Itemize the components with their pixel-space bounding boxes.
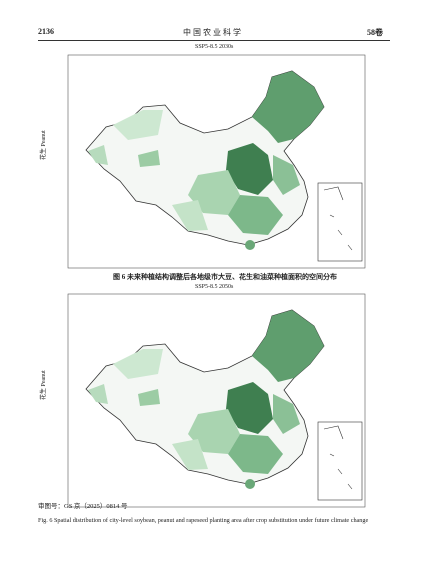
caption-cn: 图 6 未来种植结构调整后各地级市大豆、花生和油菜种植面积的空间分布 [113, 273, 337, 281]
volume: 58卷 [367, 28, 383, 37]
approval-number: 审图号：GS 京（2025）0814 号 [38, 503, 128, 510]
page-number: 2136 [38, 27, 54, 36]
caption-en: Fig. 6 Spatial distribution of city-leve… [38, 517, 369, 524]
panel-ylabel: 花生 Peanut [41, 370, 47, 400]
journal-name: 中 国 农 业 科 学 [183, 28, 241, 37]
header-rule [38, 40, 390, 41]
panel-ylabel: 花生 Peanut [41, 130, 47, 160]
panel-title: SSP5-8.5 2050s [195, 284, 234, 290]
panel-title: SSP5-8.5 2030s [195, 44, 234, 50]
